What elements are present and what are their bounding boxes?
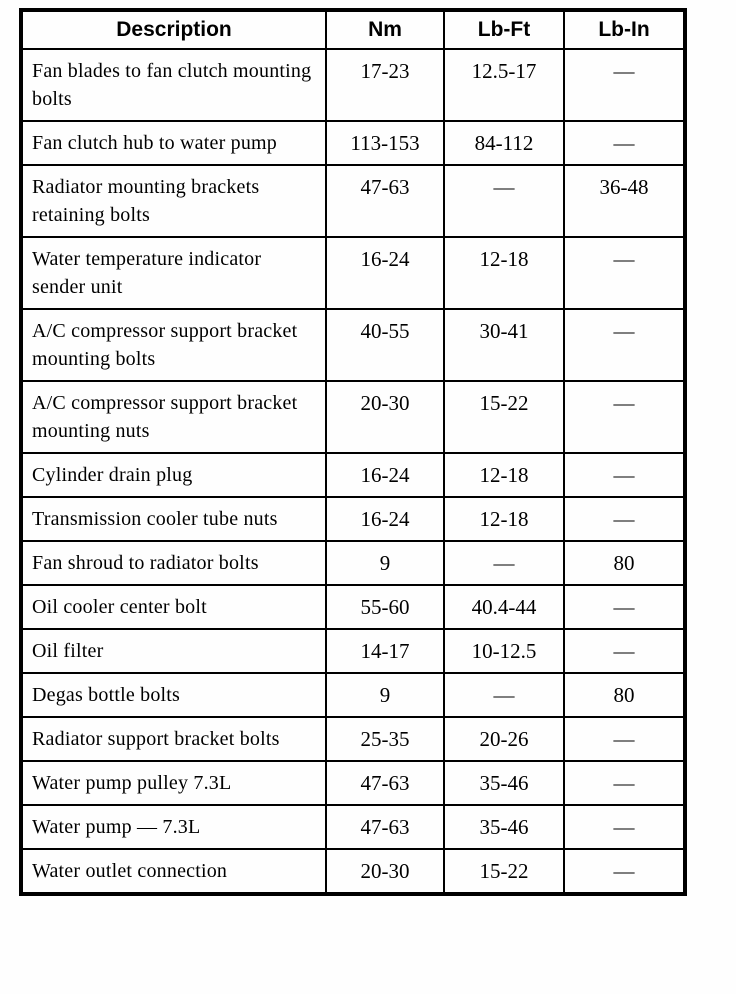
description-cell: Transmission cooler tube nuts xyxy=(20,496,327,542)
description-cell: Water temperature indicator sender unit xyxy=(20,236,327,310)
description-cell: Oil filter xyxy=(20,628,327,674)
description-cell: Water pump — 7.3L xyxy=(20,804,327,850)
header-description: Description xyxy=(20,9,327,50)
lbin-cell: 80 xyxy=(563,540,686,586)
nm-cell: 113-153 xyxy=(325,120,445,166)
description-cell: Radiator mounting brackets retaining bol… xyxy=(20,164,327,238)
nm-cell: 20-30 xyxy=(325,848,445,895)
table-row: Transmission cooler tube nuts 16-24 12-1… xyxy=(20,496,686,542)
lbin-cell: 80 xyxy=(563,672,686,718)
header-lbft: Lb-Ft xyxy=(443,9,565,50)
lbft-cell: — xyxy=(443,672,565,718)
header-nm: Nm xyxy=(325,9,445,50)
nm-cell: 9 xyxy=(325,540,445,586)
description-cell: A/C compressor support bracket mounting … xyxy=(20,308,327,382)
lbft-cell: — xyxy=(443,164,565,238)
table-row: Water temperature indicator sender unit … xyxy=(20,236,686,310)
nm-cell: 16-24 xyxy=(325,452,445,498)
description-cell: Water outlet connection xyxy=(20,848,327,895)
lbin-cell: 36-48 xyxy=(563,164,686,238)
lbin-cell: — xyxy=(563,804,686,850)
lbft-cell: 35-46 xyxy=(443,760,565,806)
description-cell: Oil cooler center bolt xyxy=(20,584,327,630)
description-cell: Fan shroud to radiator bolts xyxy=(20,540,327,586)
description-cell: Fan clutch hub to water pump xyxy=(20,120,327,166)
lbin-cell: — xyxy=(563,628,686,674)
lbin-cell: — xyxy=(563,716,686,762)
lbft-cell: 20-26 xyxy=(443,716,565,762)
nm-cell: 20-30 xyxy=(325,380,445,454)
table-row: A/C compressor support bracket mounting … xyxy=(20,308,686,382)
torque-spec-table: Description Nm Lb-Ft Lb-In Fan blades to… xyxy=(19,8,687,896)
description-cell: A/C compressor support bracket mounting … xyxy=(20,380,327,454)
nm-cell: 47-63 xyxy=(325,760,445,806)
lbin-cell: — xyxy=(563,848,686,895)
table-row: Oil filter 14-17 10-12.5 — xyxy=(20,628,686,674)
table-row: Water pump pulley 7.3L 47-63 35-46 — xyxy=(20,760,686,806)
nm-cell: 16-24 xyxy=(325,236,445,310)
nm-cell: 47-63 xyxy=(325,804,445,850)
lbft-cell: 40.4-44 xyxy=(443,584,565,630)
nm-cell: 40-55 xyxy=(325,308,445,382)
lbft-cell: 84-112 xyxy=(443,120,565,166)
nm-cell: 17-23 xyxy=(325,48,445,122)
table-row: Degas bottle bolts 9 — 80 xyxy=(20,672,686,718)
table-row: Fan clutch hub to water pump 113-153 84-… xyxy=(20,120,686,166)
lbft-cell: — xyxy=(443,540,565,586)
lbft-cell: 15-22 xyxy=(443,848,565,895)
header-lbin: Lb-In xyxy=(563,9,686,50)
table-row: Radiator support bracket bolts 25-35 20-… xyxy=(20,716,686,762)
header-row: Description Nm Lb-Ft Lb-In xyxy=(20,9,686,50)
lbin-cell: — xyxy=(563,760,686,806)
lbin-cell: — xyxy=(563,584,686,630)
table-row: Water pump — 7.3L 47-63 35-46 — xyxy=(20,804,686,850)
description-cell: Degas bottle bolts xyxy=(20,672,327,718)
lbft-cell: 12.5-17 xyxy=(443,48,565,122)
table-row: A/C compressor support bracket mounting … xyxy=(20,380,686,454)
lbin-cell: — xyxy=(563,308,686,382)
lbin-cell: — xyxy=(563,380,686,454)
nm-cell: 9 xyxy=(325,672,445,718)
table-row: Cylinder drain plug 16-24 12-18 — xyxy=(20,452,686,498)
description-cell: Water pump pulley 7.3L xyxy=(20,760,327,806)
lbin-cell: — xyxy=(563,236,686,310)
lbin-cell: — xyxy=(563,48,686,122)
description-cell: Cylinder drain plug xyxy=(20,452,327,498)
lbft-cell: 12-18 xyxy=(443,452,565,498)
nm-cell: 47-63 xyxy=(325,164,445,238)
nm-cell: 25-35 xyxy=(325,716,445,762)
description-cell: Radiator support bracket bolts xyxy=(20,716,327,762)
lbft-cell: 12-18 xyxy=(443,496,565,542)
lbin-cell: — xyxy=(563,452,686,498)
nm-cell: 55-60 xyxy=(325,584,445,630)
lbin-cell: — xyxy=(563,496,686,542)
nm-cell: 16-24 xyxy=(325,496,445,542)
lbft-cell: 10-12.5 xyxy=(443,628,565,674)
lbft-cell: 15-22 xyxy=(443,380,565,454)
table-row: Radiator mounting brackets retaining bol… xyxy=(20,164,686,238)
description-cell: Fan blades to fan clutch mounting bolts xyxy=(20,48,327,122)
table-row: Fan shroud to radiator bolts 9 — 80 xyxy=(20,540,686,586)
table-row: Oil cooler center bolt 55-60 40.4-44 — xyxy=(20,584,686,630)
table-row: Fan blades to fan clutch mounting bolts … xyxy=(20,48,686,122)
lbft-cell: 35-46 xyxy=(443,804,565,850)
nm-cell: 14-17 xyxy=(325,628,445,674)
lbin-cell: — xyxy=(563,120,686,166)
lbft-cell: 12-18 xyxy=(443,236,565,310)
table-row: Water outlet connection 20-30 15-22 — xyxy=(20,848,686,895)
lbft-cell: 30-41 xyxy=(443,308,565,382)
